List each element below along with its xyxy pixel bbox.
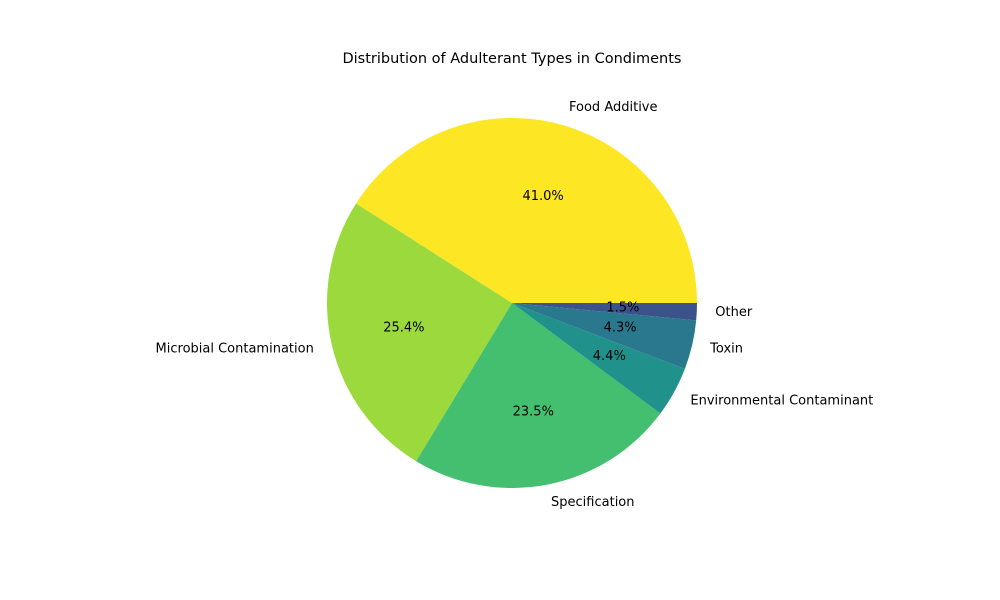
pie-slice-microbial-contamination (327, 203, 512, 462)
slice-percent-specification: 23.5% (513, 404, 554, 419)
slice-percent-food-additive: 41.0% (522, 189, 563, 204)
slice-label-specification: Specification (551, 495, 634, 510)
pie-slice-toxin (512, 303, 697, 369)
pie-labels: Food Additive 41.0% Microbial Contaminatio… (156, 100, 874, 510)
pie-slice-other (512, 303, 697, 321)
chart-title: Distribution of Adulterant Types in Cond… (342, 51, 681, 67)
slice-percent-environmental-contaminant: 4.4% (593, 349, 626, 364)
pie-slice-specification (416, 303, 661, 489)
slice-percent-toxin: 4.3% (604, 321, 637, 336)
slice-label-toxin: Toxin (709, 342, 743, 357)
slice-percent-other: 1.5% (606, 301, 639, 316)
slice-label-microbial-contamination: Microbial Contamination (156, 342, 314, 357)
pie-slice-food-additive (356, 118, 697, 304)
slice-percent-microbial-contamination: 25.4% (383, 321, 424, 336)
pie-slice-environmental-contaminant (512, 303, 685, 414)
pie-slices (327, 118, 697, 489)
slice-label-food-additive: Food Additive (569, 100, 658, 115)
slice-label-other: Other (715, 305, 753, 320)
slice-label-environmental-contaminant: Environmental Contaminant (690, 393, 873, 408)
